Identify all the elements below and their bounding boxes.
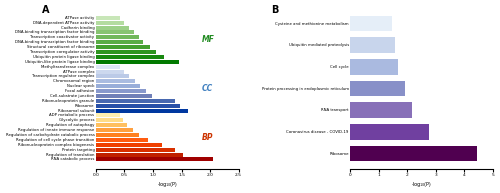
- Bar: [96, 16, 120, 20]
- Bar: [96, 89, 146, 93]
- Bar: [96, 138, 148, 142]
- Bar: [350, 16, 392, 31]
- Bar: [96, 21, 124, 25]
- Bar: [96, 35, 138, 39]
- Bar: [96, 133, 138, 137]
- Bar: [350, 124, 428, 140]
- Bar: [96, 99, 174, 103]
- Bar: [96, 74, 129, 78]
- Bar: [96, 84, 140, 88]
- Bar: [96, 94, 152, 98]
- Bar: [96, 55, 164, 59]
- Bar: [96, 104, 180, 108]
- Bar: [96, 79, 134, 83]
- Bar: [350, 59, 398, 75]
- Bar: [96, 65, 120, 69]
- Bar: [96, 45, 150, 49]
- Bar: [350, 81, 405, 96]
- Bar: [350, 146, 478, 161]
- Text: MF: MF: [202, 35, 214, 44]
- Bar: [96, 128, 133, 132]
- Bar: [96, 50, 156, 54]
- Text: A: A: [42, 5, 49, 15]
- Text: BP: BP: [202, 133, 213, 142]
- Bar: [96, 26, 129, 30]
- Bar: [96, 60, 178, 64]
- Bar: [96, 113, 120, 118]
- Bar: [96, 40, 143, 44]
- Text: B: B: [272, 5, 279, 15]
- Bar: [96, 123, 127, 127]
- Bar: [96, 152, 182, 157]
- Bar: [96, 118, 123, 122]
- X-axis label: -log₁₀(P): -log₁₀(P): [158, 182, 177, 187]
- Bar: [350, 37, 396, 53]
- Bar: [96, 109, 188, 113]
- Bar: [96, 143, 162, 147]
- Text: CC: CC: [202, 84, 213, 93]
- X-axis label: -log₁₀(P): -log₁₀(P): [412, 182, 432, 187]
- Bar: [96, 157, 213, 161]
- Bar: [96, 148, 174, 152]
- Bar: [96, 69, 124, 74]
- Bar: [96, 30, 134, 35]
- Bar: [350, 102, 412, 118]
